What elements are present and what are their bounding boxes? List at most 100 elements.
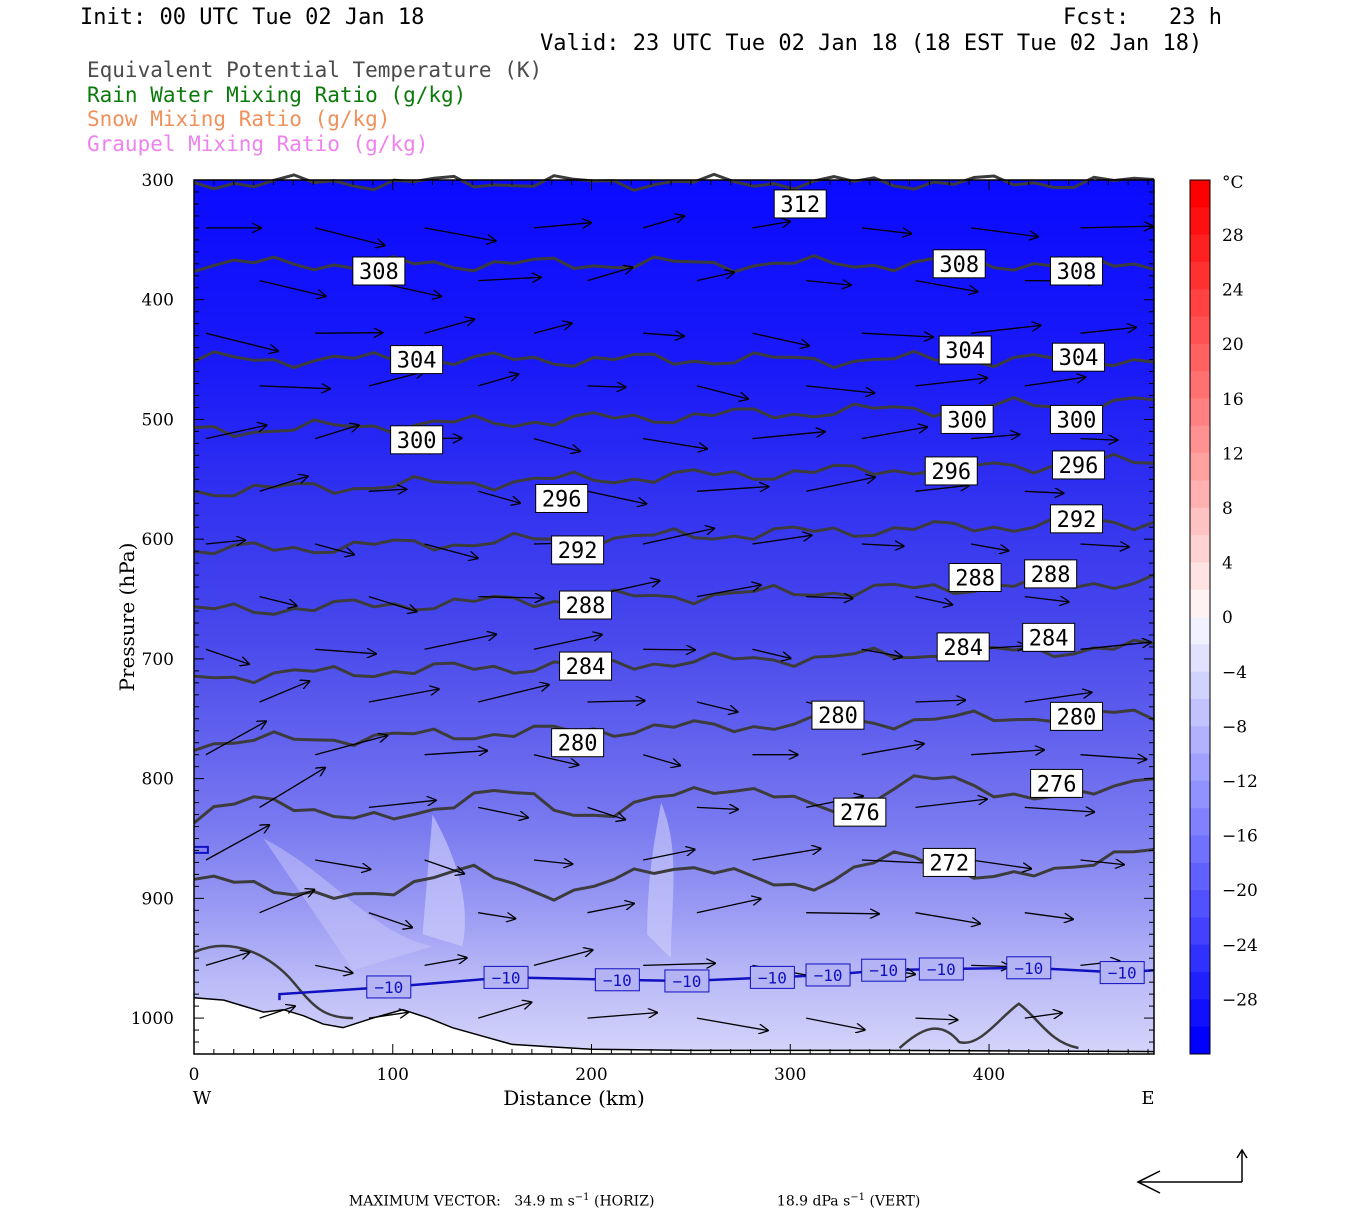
colorbar-label: −20 xyxy=(1222,881,1258,901)
theta-e-label-text: 304 xyxy=(1059,346,1099,371)
theta-e-label: 272 xyxy=(923,848,975,876)
theta-e-label-text: 272 xyxy=(929,851,969,876)
theta-e-label-text: 296 xyxy=(542,487,582,512)
theta-e-label: 304 xyxy=(391,346,443,374)
colorbar-label: −12 xyxy=(1222,772,1258,792)
wind-vector xyxy=(643,649,695,650)
colorbar-bin xyxy=(1190,644,1210,672)
colorbar-label: −24 xyxy=(1222,936,1258,956)
temp-label-text: −10 xyxy=(603,971,632,990)
temp-label-text: −10 xyxy=(1108,964,1137,983)
theta-e-label-text: 284 xyxy=(566,655,606,680)
temp-label: −10 xyxy=(595,969,639,991)
max-vector-vert-value: 18.9 dPa s xyxy=(777,1194,850,1210)
colorbar-bin xyxy=(1190,480,1210,508)
temp-label: −10 xyxy=(1007,957,1051,979)
theta-e-label: 276 xyxy=(1031,769,1083,797)
theta-e-label: 296 xyxy=(925,457,977,485)
theta-e-label: 288 xyxy=(1025,560,1077,588)
colorbar-bin xyxy=(1190,289,1210,317)
theta-e-label: 296 xyxy=(1052,451,1104,479)
theta-e-label-text: 276 xyxy=(840,801,880,826)
theta-e-label-text: 288 xyxy=(955,566,995,591)
temp-label-text: −10 xyxy=(814,966,843,985)
x-tick-label: 200 xyxy=(575,1065,607,1085)
max-vector-vert: 18.9 dPa s−1 (VERT) xyxy=(768,1176,920,1210)
y-axis-label: Pressure (hPa) xyxy=(115,543,139,692)
colorbar-bin xyxy=(1190,726,1210,754)
x-tick-label: 300 xyxy=(774,1065,806,1085)
wind-vector xyxy=(315,333,382,334)
colorbar-label: 4 xyxy=(1222,554,1233,574)
theta-e-label-text: 304 xyxy=(945,339,985,364)
colorbar-bin xyxy=(1190,399,1210,427)
theta-e-label-text: 308 xyxy=(1057,260,1097,285)
temp-label-text: −10 xyxy=(492,968,521,987)
colorbar-bin xyxy=(1190,917,1210,945)
theta-e-label: 292 xyxy=(552,536,604,564)
theta-e-label-text: 292 xyxy=(1057,508,1097,533)
colorbar-bin xyxy=(1190,836,1210,864)
reference-vector-icon xyxy=(1138,1150,1247,1193)
theta-e-label: 308 xyxy=(353,257,405,285)
temp-label-text: −10 xyxy=(374,978,403,997)
theta-e-label: 300 xyxy=(1050,405,1102,433)
max-vector-horiz: MAXIMUM VECTOR: 34.9 m s−1 (HORIZ) xyxy=(340,1176,654,1210)
colorbar-label: −28 xyxy=(1222,990,1258,1010)
colorbar-bin xyxy=(1190,972,1210,1000)
theta-e-label: 276 xyxy=(834,798,886,826)
theta-e-label-text: 276 xyxy=(1037,772,1077,797)
y-tick-label: 400 xyxy=(142,291,174,311)
theta-e-label-text: 280 xyxy=(818,704,858,729)
colorbar-bin xyxy=(1190,754,1210,782)
colorbar-label: −4 xyxy=(1222,663,1247,683)
max-vector-horiz-suffix: (HORIZ) xyxy=(590,1194,655,1210)
temp-label-text: −10 xyxy=(758,968,787,987)
colorbar-label: −8 xyxy=(1222,717,1247,737)
y-tick-label: 600 xyxy=(142,530,174,550)
x-tick-label: 100 xyxy=(377,1065,409,1085)
x-axis-label: Distance (km) xyxy=(503,1086,645,1110)
temp-label-text: −10 xyxy=(869,961,898,980)
theta-e-label: 288 xyxy=(560,591,612,619)
colorbar-bin xyxy=(1190,863,1210,891)
colorbar-bin xyxy=(1190,808,1210,836)
theta-e-label-text: 280 xyxy=(558,732,598,757)
theta-e-label: 312 xyxy=(774,190,826,218)
colorbar-label: 20 xyxy=(1222,335,1244,355)
theta-e-label-text: 300 xyxy=(1057,408,1097,433)
colorbar-bin xyxy=(1190,317,1210,345)
colorbar-bin xyxy=(1190,344,1210,372)
colorbar-bin xyxy=(1190,235,1210,263)
y-tick-label: 1000 xyxy=(131,1009,174,1029)
theta-e-label-text: 280 xyxy=(1057,705,1097,730)
theta-e-label: 288 xyxy=(949,563,1001,591)
theta-e-label: 304 xyxy=(1052,343,1104,371)
max-vector-vert-suffix: (VERT) xyxy=(865,1194,920,1210)
theta-e-label-text: 300 xyxy=(397,429,437,454)
temp-label: −10 xyxy=(367,976,411,998)
colorbar-label: 28 xyxy=(1222,226,1244,246)
colorbar-label: 0 xyxy=(1222,608,1233,628)
theta-e-label-text: 288 xyxy=(566,594,606,619)
colorbar-bin xyxy=(1190,535,1210,563)
y-tick-label: 500 xyxy=(142,410,174,430)
x-end-label-east: E xyxy=(1141,1088,1154,1109)
temp-label: −10 xyxy=(484,966,528,988)
temp-label: −10 xyxy=(665,970,709,992)
colorbar-bin xyxy=(1190,207,1210,235)
temp-label-text: −10 xyxy=(927,960,956,979)
x-end-label-west: W xyxy=(193,1088,212,1109)
colorbar-label: 12 xyxy=(1222,444,1244,464)
y-tick-label: 900 xyxy=(142,889,174,909)
theta-e-label-text: 292 xyxy=(558,539,598,564)
colorbar-bin xyxy=(1190,617,1210,645)
theta-e-label-text: 288 xyxy=(1031,563,1071,588)
theta-e-label: 300 xyxy=(391,426,443,454)
colorbar-label: 8 xyxy=(1222,499,1233,519)
colorbar-unit: °C xyxy=(1222,173,1244,193)
y-tick-label: 800 xyxy=(142,770,174,790)
colorbar-bin xyxy=(1190,562,1210,590)
theta-e-label: 284 xyxy=(1023,623,1075,651)
y-tick-label: 300 xyxy=(142,171,174,191)
